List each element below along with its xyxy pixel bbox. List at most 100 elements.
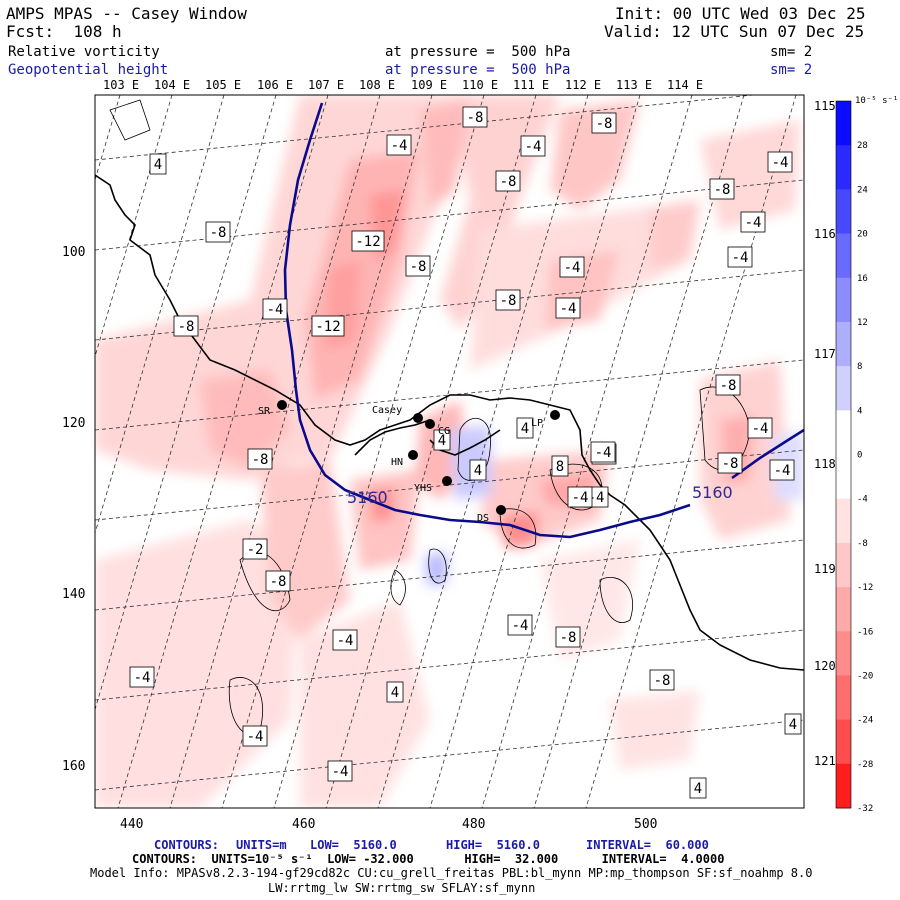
top-lon-label: 111 E [513, 78, 549, 92]
station-ds: DS [477, 505, 506, 524]
contour-label: -8 [405, 255, 431, 277]
svg-text:4: 4 [521, 421, 529, 437]
x-axis-label: 500 [634, 817, 657, 832]
colorbar: 10⁻⁵ s⁻¹ 28 24 20 16 12 8 4 0 -4 -8 -12 -16 -20 -24 -28… [835, 96, 898, 814]
contour-label: -4 [386, 134, 412, 156]
colorbar-segment [836, 189, 851, 235]
colorbar-segment [836, 410, 851, 455]
station-sr: SR [258, 400, 287, 417]
contour-label: -8 [265, 570, 291, 592]
svg-text:-8: -8 [178, 319, 195, 335]
colorbar-segment [836, 145, 851, 190]
contour-label: -2 [242, 538, 268, 560]
y-axis-labels: 100 120 140 160 [62, 245, 85, 774]
svg-text:-8: -8 [596, 116, 613, 132]
contour-label: 4 [433, 429, 451, 451]
contour-label: -8 [462, 106, 488, 128]
top-lon-label: 106 E [257, 78, 293, 92]
svg-text:-8: -8 [722, 456, 739, 472]
svg-text:-4: -4 [774, 463, 791, 479]
contour-label: -4 [262, 298, 288, 320]
svg-text:-4: -4 [572, 490, 589, 506]
forecast-hour: Fcst: 108 h [6, 22, 122, 41]
svg-text:-4: -4 [595, 445, 612, 461]
svg-text:-4: -4 [772, 155, 789, 171]
svg-text:-8: -8 [560, 630, 577, 646]
y-axis-label: 120 [62, 416, 85, 431]
footer-height-high: HIGH= 5160.0 [446, 838, 540, 852]
colorbar-segment [836, 277, 851, 323]
svg-text:4: 4 [154, 157, 162, 173]
contour-label: -4 [555, 297, 581, 319]
contour-label: -8 [173, 315, 199, 337]
colorbar-tick: -8 [857, 539, 868, 549]
contour-label: -8 [205, 221, 231, 243]
contour-label: -4 [740, 211, 766, 233]
valid-time: Valid: 12 UTC Sun 07 Dec 25 [604, 22, 865, 41]
colorbar-segment [836, 675, 851, 721]
colorbar-segment [836, 366, 851, 411]
field1-name: Relative vorticity [8, 44, 160, 60]
colorbar-unit: 10⁻⁵ s⁻¹ [855, 96, 898, 106]
colorbar-tick: 12 [857, 318, 868, 328]
svg-text:-4: -4 [525, 139, 542, 155]
svg-text:YHS: YHS [414, 483, 432, 494]
colorbar-segment [836, 233, 851, 279]
footer-vorticity-contours: CONTOURS: UNITS=10⁻⁵ s⁻¹ LOW= -32.000 HI… [132, 852, 725, 866]
top-lon-label: 110 E [462, 78, 498, 92]
svg-text:-8: -8 [500, 293, 517, 309]
top-lon-label: 114 E [667, 78, 703, 92]
contour-label: -8 [495, 170, 521, 192]
svg-text:-12: -12 [355, 234, 380, 250]
footer-height-units: UNITS=m [236, 838, 287, 852]
contour-label: 4 [784, 713, 802, 735]
colorbar-tick: -24 [857, 716, 873, 726]
field1-smoothing: sm= 2 [770, 44, 813, 60]
svg-text:-4: -4 [564, 260, 581, 276]
contour-label: -8 [649, 669, 675, 691]
svg-text:4: 4 [391, 685, 399, 701]
top-longitude-labels: 103 E 104 E 105 E 106 E 107 E 108 E 109 E 110 E… [103, 78, 703, 92]
svg-text:-8: -8 [467, 110, 484, 126]
contour-label: -4 [590, 441, 616, 463]
svg-text:-8: -8 [654, 673, 671, 689]
svg-text:-8: -8 [714, 182, 731, 198]
field1-level: at pressure = 500 hPa [385, 44, 571, 60]
latlon-grid [95, 95, 804, 808]
svg-text:-4: -4 [267, 302, 284, 318]
contour-label: -8 [591, 112, 617, 134]
colorbar-segment [836, 498, 851, 544]
station-casey: Casey [372, 405, 423, 423]
colorbar-tick: -16 [857, 627, 873, 637]
contour-label: -4 [559, 256, 585, 278]
svg-text:-12: -12 [315, 319, 340, 335]
colorbar-tick: 24 [857, 185, 868, 195]
x-axis-label: 480 [462, 817, 485, 832]
x-axis-label: 440 [120, 817, 143, 832]
contour-label: -12 [351, 230, 385, 252]
top-lon-label: 104 E [154, 78, 190, 92]
svg-text:-2: -2 [247, 542, 264, 558]
colorbar-tick: -20 [857, 671, 873, 681]
station-cg: CG [425, 419, 450, 437]
contour-label: 4 [149, 153, 167, 175]
svg-text:-4: -4 [752, 421, 769, 437]
svg-text:-4: -4 [732, 250, 749, 266]
x-axis-labels: 440 460 480 500 [120, 817, 657, 832]
init-time: Init: 00 UTC Wed 03 Dec 25 [615, 4, 866, 23]
svg-text:-4: -4 [337, 633, 354, 649]
colorbar-tick: 8 [857, 362, 862, 372]
colorbar-tick: -32 [857, 804, 873, 814]
svg-text:8: 8 [556, 459, 564, 475]
colorbar-tick: 0 [857, 451, 862, 461]
footer-height-contours-label: CONTOURS: [154, 838, 220, 852]
footer-model-info-2: LW:rrtmg_lw SW:rrtmg_sw SFLAY:sf_mynn [268, 881, 536, 895]
svg-text:DS: DS [477, 513, 489, 524]
contour-label: -4 [769, 459, 795, 481]
svg-text:LP: LP [531, 418, 543, 429]
colorbar-segment [836, 631, 851, 676]
colorbar-tick: 28 [857, 141, 868, 151]
top-lon-label: 105 E [205, 78, 241, 92]
contour-label: -4 [767, 151, 793, 173]
